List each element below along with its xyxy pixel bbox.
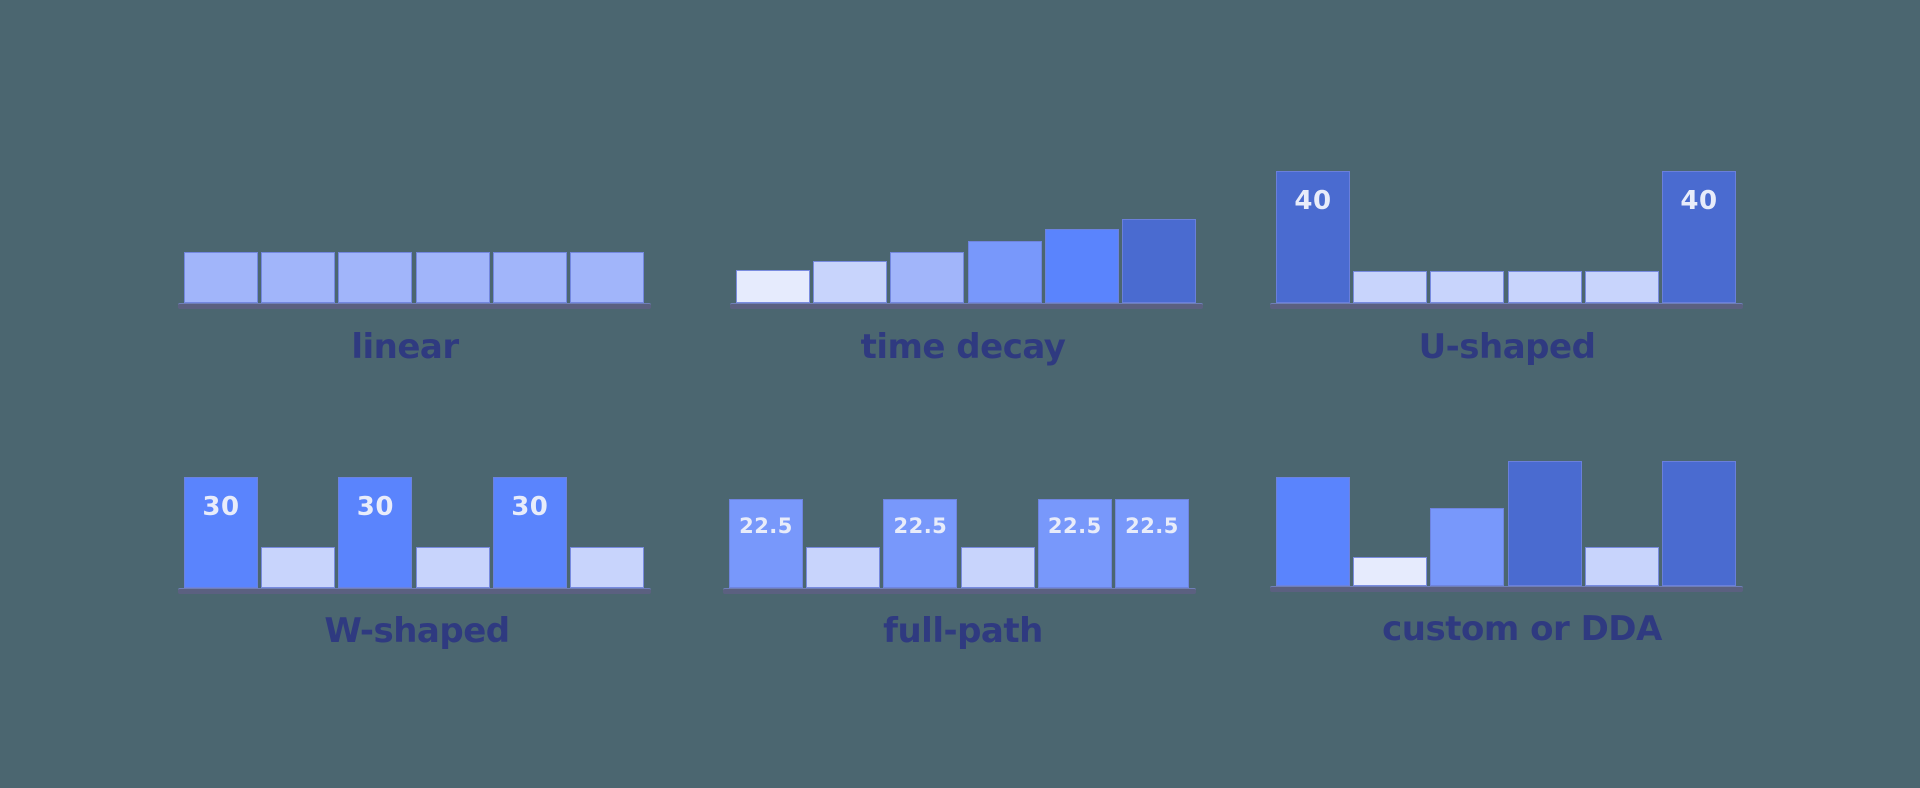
bar	[1353, 271, 1428, 303]
chart-title: W-shaped	[324, 611, 510, 651]
bar	[1276, 477, 1350, 586]
bar	[1430, 271, 1505, 303]
bar	[1122, 219, 1196, 303]
x-axis-line	[1270, 586, 1743, 592]
chart-title: linear	[351, 327, 459, 367]
chart-title: custom or DDA	[1382, 609, 1662, 649]
bar	[261, 547, 336, 588]
bar-value-label: 22.5	[1047, 514, 1102, 538]
bar	[570, 252, 644, 303]
bar	[736, 270, 810, 303]
bar-value-label: 22.5	[739, 514, 793, 538]
bar	[813, 261, 888, 303]
bar	[1584, 547, 1659, 586]
bar	[1507, 461, 1582, 586]
bar: 30	[184, 477, 258, 588]
x-axis-line	[1270, 303, 1743, 309]
bar	[1044, 229, 1119, 303]
bar: 22.5	[729, 499, 803, 588]
bar	[890, 252, 965, 303]
bar: 40	[1662, 171, 1736, 303]
x-axis-line	[178, 588, 651, 594]
bar-value-label: 30	[511, 492, 549, 522]
bar	[570, 547, 644, 588]
chart-title: full-path	[883, 611, 1043, 651]
bar-value-label: 30	[202, 492, 240, 522]
bar	[806, 547, 881, 588]
bar: 22.5	[1115, 499, 1189, 588]
bar	[338, 252, 413, 303]
bar: 22.5	[1037, 499, 1112, 588]
bar-value-label: 30	[356, 492, 394, 522]
x-axis-line	[178, 303, 651, 309]
bar	[1430, 508, 1505, 586]
x-axis-line	[723, 588, 1196, 594]
bar	[261, 252, 336, 303]
bar	[492, 252, 567, 303]
bar: 22.5	[883, 499, 958, 588]
bar	[415, 547, 490, 588]
chart-title: U-shaped	[1418, 327, 1596, 367]
bar	[1584, 271, 1659, 303]
bar	[415, 252, 490, 303]
bar-value-label: 22.5	[1125, 514, 1179, 538]
chart-title: time decay	[860, 327, 1066, 367]
bar: 30	[492, 477, 567, 588]
bar	[960, 547, 1035, 588]
bar: 40	[1276, 171, 1350, 303]
bar	[1507, 271, 1582, 303]
bar: 30	[338, 477, 413, 588]
bar	[1353, 557, 1428, 586]
bar-value-label: 22.5	[893, 514, 948, 538]
bar-value-label: 40	[1294, 186, 1332, 216]
bar	[184, 252, 258, 303]
bar	[1662, 461, 1736, 586]
bar-value-label: 40	[1680, 186, 1718, 216]
bar	[967, 241, 1042, 303]
x-axis-line	[730, 303, 1203, 309]
